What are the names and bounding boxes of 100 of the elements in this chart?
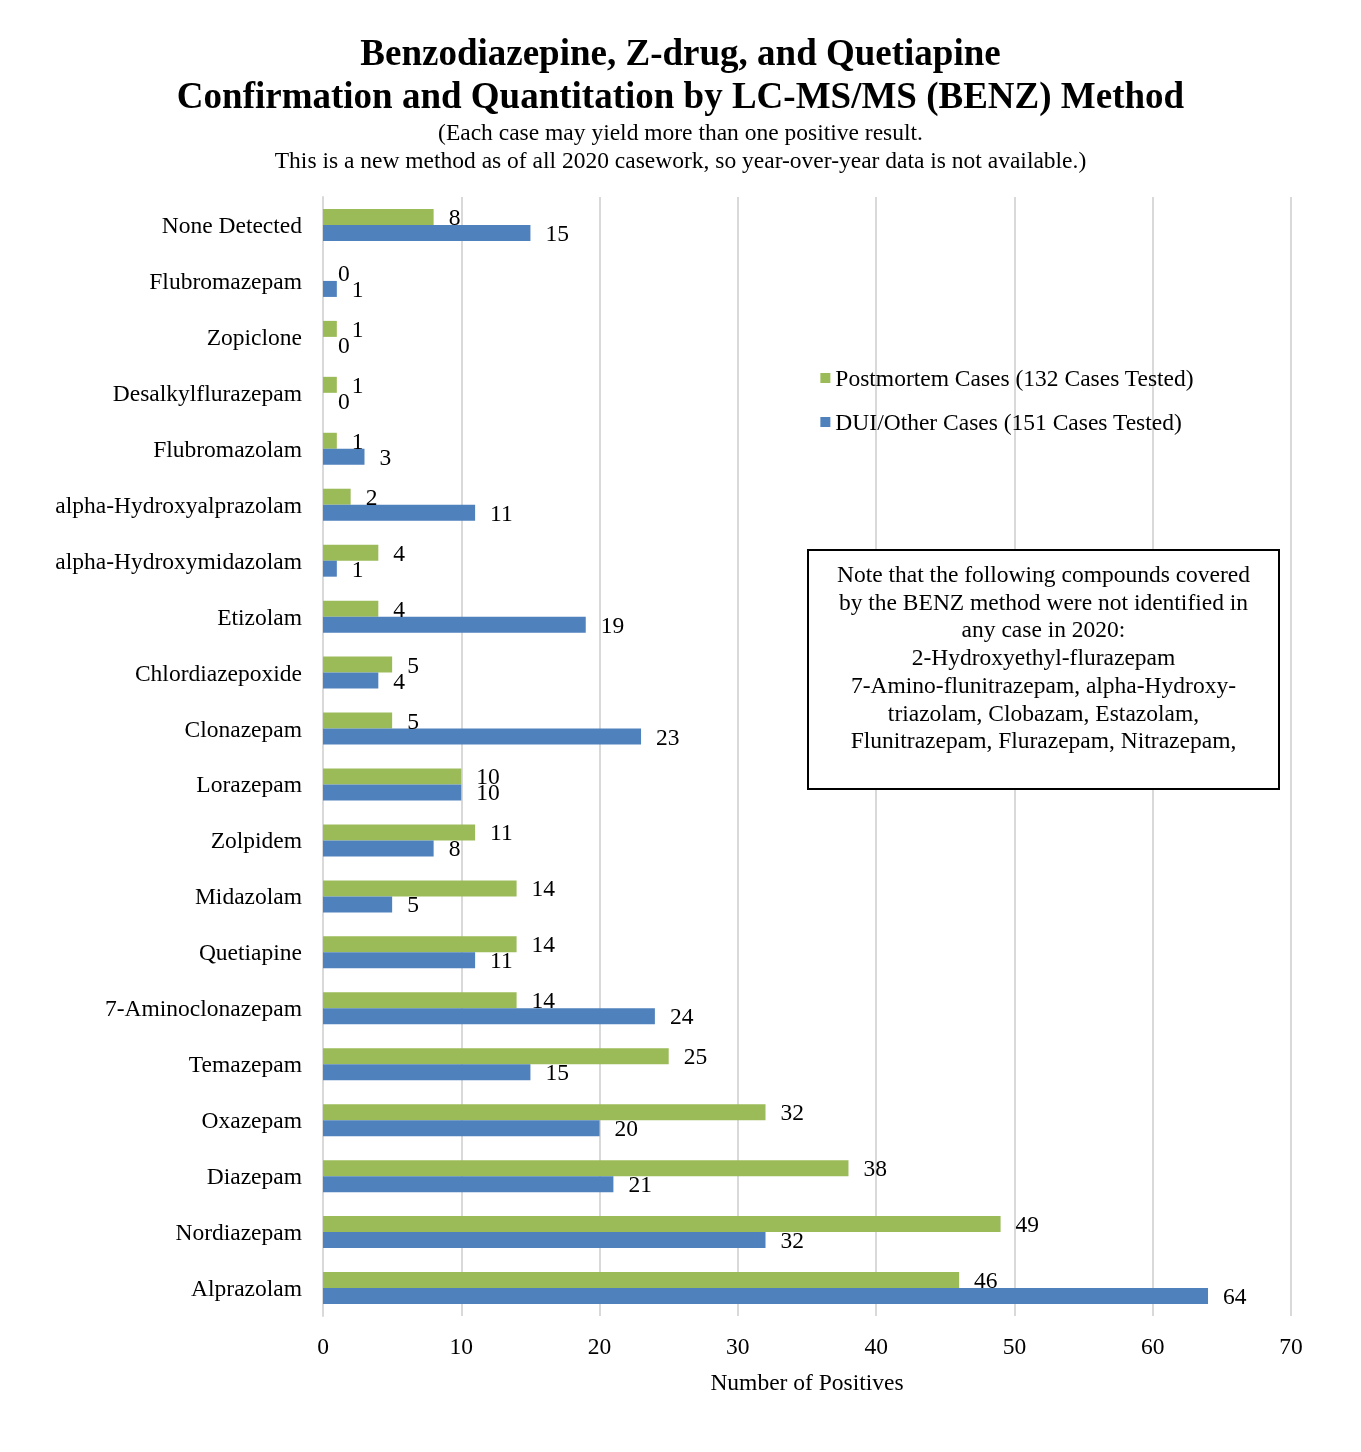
x-tick-label: 30 xyxy=(726,1333,750,1359)
bar xyxy=(323,448,365,465)
bar xyxy=(323,840,434,857)
y-tick-label: Nordiazepam xyxy=(175,1219,302,1246)
y-tick-label: Flubromazolam xyxy=(153,435,302,462)
bar xyxy=(323,432,337,449)
bar xyxy=(323,560,337,577)
legend-label: Postmortem Cases (132 Cases Tested) xyxy=(835,365,1194,391)
bar xyxy=(323,616,586,633)
y-tick-label: Desalkylflurazepam xyxy=(112,379,302,406)
note-box: Note that the following compounds covered by the BENZ method were not identified in any case in 2020: 2-Hydroxyethyl-flurazepam 7-Amino-flunitrazepam, alpha-Hydroxy- triazolam, Clobazam, Estazolam, Flunitrazepam, Flurazepam, Nitrazepam, xyxy=(807,549,1280,790)
x-tick-label: 60 xyxy=(1140,1333,1165,1359)
bar xyxy=(323,224,531,241)
data-label: 20 xyxy=(614,1115,639,1142)
bar xyxy=(323,880,517,897)
data-label: 14 xyxy=(531,931,556,958)
bar xyxy=(323,1048,669,1065)
y-tick-label: 7-Aminoclonazepam xyxy=(104,995,302,1022)
data-label: 5 xyxy=(407,707,419,734)
data-label: 2 xyxy=(365,483,378,510)
data-label: 21 xyxy=(628,1171,652,1198)
bar xyxy=(323,712,393,729)
legend-label: DUI/Other Cases (151 Cases Tested) xyxy=(835,409,1182,435)
data-label: 8 xyxy=(448,835,461,862)
data-label: 38 xyxy=(863,1155,887,1182)
data-label: 1 xyxy=(351,555,364,582)
bar xyxy=(323,280,337,297)
y-tick-label: Quetiapine xyxy=(198,939,302,966)
data-label: 0 xyxy=(338,331,350,358)
x-tick-label: 70 xyxy=(1279,1333,1303,1359)
bar xyxy=(323,320,337,337)
bar xyxy=(323,1064,531,1081)
bar xyxy=(323,672,379,689)
x-tick-label: 0 xyxy=(317,1333,329,1359)
y-tick-label: alpha-Hydroxyalprazolam xyxy=(55,491,302,518)
x-tick-label: 20 xyxy=(587,1333,612,1359)
data-label: 49 xyxy=(1015,1211,1040,1238)
bar xyxy=(323,992,517,1009)
data-label: 46 xyxy=(974,1267,998,1294)
y-tick-label: Alprazolam xyxy=(191,1275,302,1302)
bar xyxy=(323,1216,1001,1233)
data-label: 1 xyxy=(351,427,364,454)
bar xyxy=(323,896,393,913)
bar xyxy=(323,376,337,393)
data-label: 32 xyxy=(780,1099,805,1126)
x-axis-title: Number of Positives xyxy=(710,1369,904,1395)
data-label: 32 xyxy=(780,1227,805,1254)
bar xyxy=(323,1104,766,1121)
bar xyxy=(323,936,517,953)
data-label: 25 xyxy=(683,1043,708,1070)
chart-title: Benzodiazepine, Z-drug, and Quetiapine Confirmation and Quantitation by LC-MS/MS (BENZ) Method xyxy=(176,32,1185,117)
data-label: 3 xyxy=(379,443,392,470)
bar xyxy=(323,488,351,505)
y-tick-label: Temazepam xyxy=(188,1051,302,1078)
data-label: 5 xyxy=(407,891,419,918)
y-tick-label: Chlordiazepoxide xyxy=(134,659,302,686)
data-label: 0 xyxy=(338,387,350,414)
data-label: 19 xyxy=(600,611,625,638)
data-label: 11 xyxy=(490,947,513,974)
y-tick-label: Clonazepam xyxy=(184,715,302,742)
data-label: 14 xyxy=(531,987,556,1014)
data-label: 1 xyxy=(351,315,364,342)
bar xyxy=(323,1232,766,1249)
y-tick-label: Oxazepam xyxy=(201,1107,302,1134)
data-label: 24 xyxy=(669,1003,694,1030)
x-tick-label: 50 xyxy=(1002,1333,1027,1359)
y-tick-label: Midazolam xyxy=(194,883,302,910)
data-label: 1 xyxy=(351,275,364,302)
data-label: 23 xyxy=(656,723,680,750)
bar xyxy=(323,208,434,225)
bar xyxy=(323,728,642,745)
data-label: 11 xyxy=(490,499,513,526)
bar xyxy=(323,1008,655,1025)
y-tick-label: Zopiclone xyxy=(206,323,302,350)
bar xyxy=(323,952,476,969)
y-tick-label: Etizolam xyxy=(217,603,302,630)
bar xyxy=(323,768,462,785)
y-tick-label: Lorazepam xyxy=(196,771,302,798)
data-label: 15 xyxy=(545,219,569,246)
chart-subtitle: (Each case may yield more than one positive result. This is a new method as of all 2020 casework, so year-over-year data is not available.) xyxy=(274,119,1087,173)
bar xyxy=(323,1120,600,1137)
bar xyxy=(323,656,393,673)
data-label: 15 xyxy=(545,1059,569,1086)
data-label: 5 xyxy=(407,651,419,678)
data-label: 64 xyxy=(1223,1283,1247,1310)
bar xyxy=(323,1272,960,1289)
data-label: 8 xyxy=(448,203,461,230)
y-tick-label: None Detected xyxy=(161,211,303,238)
bar xyxy=(323,600,379,617)
data-label: 11 xyxy=(490,819,513,846)
bar xyxy=(323,784,462,801)
bar xyxy=(323,1160,849,1177)
bar xyxy=(323,544,379,561)
bar xyxy=(323,1176,614,1193)
data-label: 14 xyxy=(531,875,556,902)
data-label: 4 xyxy=(393,667,406,694)
x-tick-label: 40 xyxy=(864,1333,888,1359)
y-tick-label: Flubromazepam xyxy=(149,267,302,294)
bar xyxy=(323,1288,1209,1305)
y-tick-label: Zolpidem xyxy=(210,827,302,854)
